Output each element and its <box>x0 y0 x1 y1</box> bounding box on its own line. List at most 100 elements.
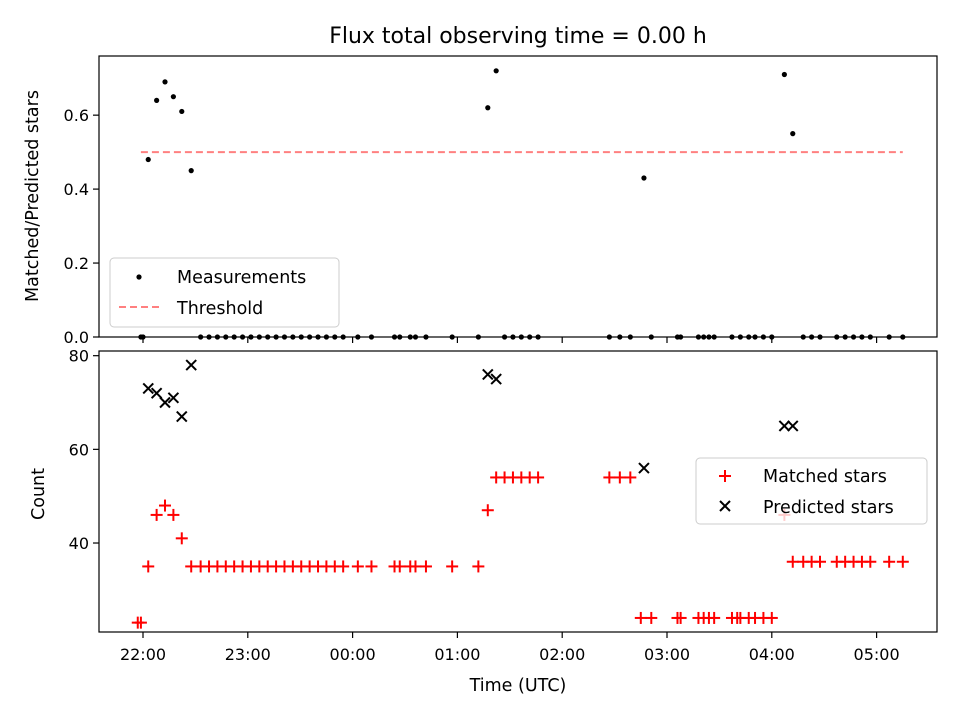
predicted-star-point <box>159 396 171 409</box>
matched-star-point <box>142 560 155 573</box>
measurement-point <box>368 334 375 340</box>
matched-star-point <box>765 611 778 624</box>
measurement-point <box>256 334 262 340</box>
top-y-ticks: 0.0 0.2 0.4 0.6 <box>64 106 99 347</box>
top-y-tick-label: 0.0 <box>64 328 89 347</box>
bottom-x-tick-label: 04:00 <box>749 645 795 664</box>
measurement-point <box>834 334 840 340</box>
bottom-legend-box <box>695 457 928 525</box>
bottom-x-tick-label: 05:00 <box>854 645 900 664</box>
bottom-x-tick-label: 23:00 <box>225 645 271 664</box>
measurement-point <box>179 108 185 115</box>
top-y-tick-label: 0.6 <box>64 106 89 125</box>
matched-star-point <box>472 560 485 573</box>
matched-star-point <box>446 560 459 573</box>
measurement-point <box>752 334 758 340</box>
measurement-point <box>886 334 892 340</box>
matched-star-point <box>150 508 163 521</box>
matched-star-point <box>409 560 422 573</box>
matched-star-point <box>419 560 432 573</box>
predicted-star-point <box>150 387 163 399</box>
bottom-y-axis-label: Count <box>29 468 49 520</box>
bottom-x-tick-label: 01:00 <box>434 645 480 664</box>
measurement-point <box>701 334 707 340</box>
measurement-point <box>223 334 229 340</box>
matched-star-point <box>883 555 896 568</box>
matched-star-point <box>481 504 494 517</box>
measurement-point <box>493 68 499 74</box>
measurement-point <box>290 334 296 340</box>
measurement-point <box>248 334 254 340</box>
top-plot: 0.0 0.2 0.4 0.6 Matched/Predicted stars Mea… <box>23 55 938 347</box>
legend-measurements-marker <box>136 274 142 280</box>
measurement-points <box>138 68 906 340</box>
measurement-point <box>641 175 647 181</box>
matched-star-point <box>708 611 721 624</box>
predicted-stars-points <box>142 359 799 474</box>
matched-star-point <box>645 611 658 624</box>
predicted-star-point <box>638 462 650 474</box>
measurement-point <box>214 334 221 340</box>
measurement-point <box>281 334 288 340</box>
bottom-legend: Matched stars Predicted stars <box>695 457 928 525</box>
predicted-star-point <box>482 368 494 381</box>
measurement-point <box>711 334 717 340</box>
predicted-star-point <box>176 410 188 423</box>
measurement-point <box>648 334 654 340</box>
predicted-star-point <box>167 392 180 404</box>
measurement-point <box>842 334 848 340</box>
predicted-star-point <box>185 359 197 371</box>
measurement-point <box>809 334 815 340</box>
measurement-point <box>273 334 279 340</box>
measurement-point <box>501 334 508 340</box>
matched-star-point <box>167 508 180 521</box>
measurement-point <box>239 334 246 340</box>
measurement-point <box>800 334 806 340</box>
legend-matched-label: Matched stars <box>763 467 887 487</box>
chart-title: Flux total observing time = 0.00 h <box>329 24 707 49</box>
predicted-star-point <box>490 373 502 385</box>
measurement-point <box>332 334 338 340</box>
measurement-point <box>627 334 633 340</box>
bottom-plot: 40 60 80 22:00 23:00 00:00 01:00 02:00 03:00 04:… <box>29 347 938 696</box>
matched-star-point <box>613 471 626 484</box>
matched-star-point <box>351 560 364 573</box>
measurement-point <box>162 79 168 85</box>
measurement-point <box>510 334 516 340</box>
top-plot-frame <box>98 55 938 338</box>
measurement-point <box>340 334 346 340</box>
measurement-point <box>315 334 321 340</box>
measurement-point <box>475 334 481 340</box>
bottom-y-ticks: 40 60 80 <box>69 347 99 553</box>
bottom-x-tick-label: 00:00 <box>330 645 376 664</box>
measurement-point <box>518 334 524 340</box>
matched-star-point <box>786 555 799 568</box>
top-y-tick-label: 0.4 <box>64 180 89 199</box>
measurement-point <box>231 334 237 340</box>
legend-threshold-label: Threshold <box>176 299 263 319</box>
measurement-point <box>323 334 329 340</box>
bottom-y-tick-label: 40 <box>69 534 89 553</box>
measurement-point <box>606 334 612 340</box>
measurement-point <box>198 334 204 340</box>
matched-star-point <box>532 471 545 484</box>
measurement-point <box>850 334 857 340</box>
matched-star-point <box>864 555 877 568</box>
measurement-point <box>617 334 623 340</box>
measurement-point <box>265 334 271 340</box>
bottom-x-tick-label: 03:00 <box>644 645 690 664</box>
matched-star-point <box>337 560 350 573</box>
legend-predicted-marker <box>719 500 731 512</box>
measurement-point <box>535 334 541 340</box>
legend-predicted-label: Predicted stars <box>763 498 894 518</box>
bottom-x-tick-label: 22:00 <box>120 645 166 664</box>
measurement-point <box>859 334 865 340</box>
bottom-plot-frame <box>98 350 938 633</box>
predicted-star-point <box>787 420 799 432</box>
measurement-point <box>407 334 413 340</box>
measurement-point <box>449 334 455 340</box>
measurement-point <box>188 168 194 174</box>
bottom-y-tick-label: 60 <box>69 440 89 459</box>
measurement-point <box>170 94 176 100</box>
